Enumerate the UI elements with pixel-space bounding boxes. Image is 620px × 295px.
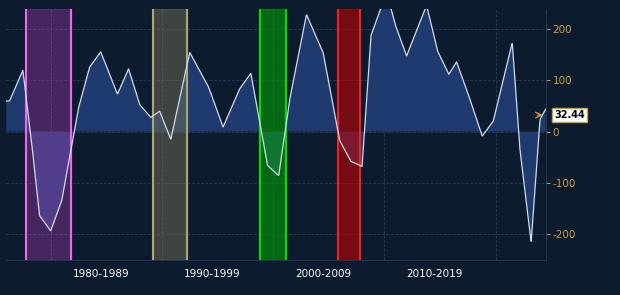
- Bar: [338, 9, 360, 260]
- Text: 32.44: 32.44: [554, 110, 585, 120]
- Bar: [260, 9, 286, 260]
- Bar: [153, 9, 187, 260]
- Bar: [26, 9, 71, 260]
